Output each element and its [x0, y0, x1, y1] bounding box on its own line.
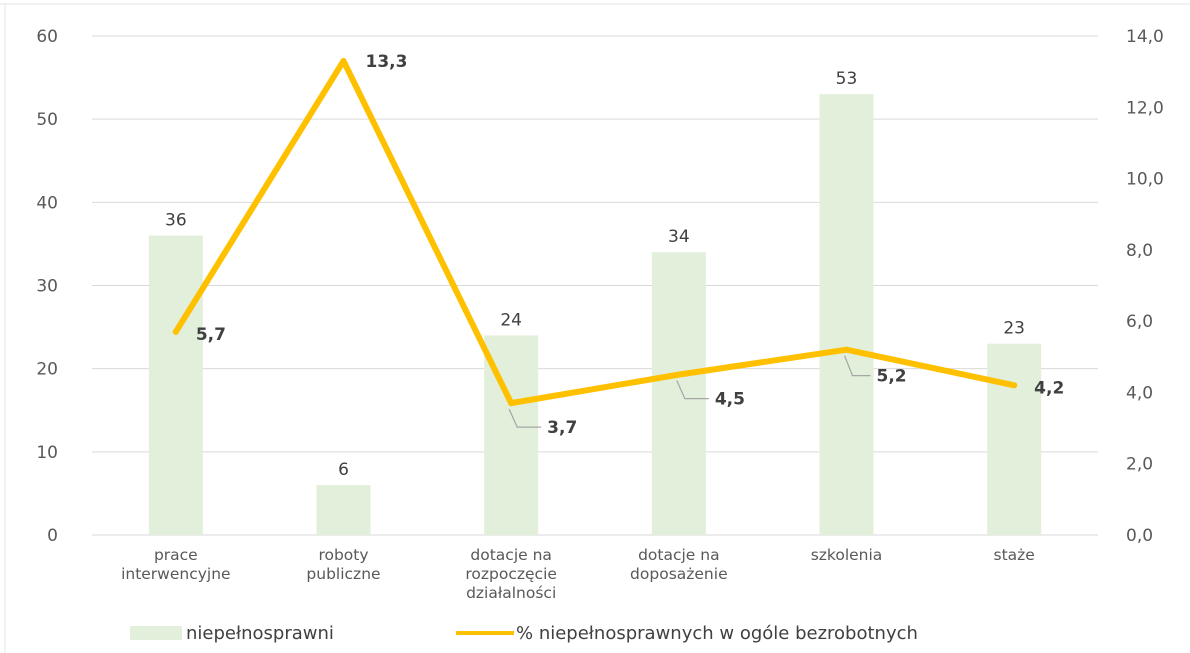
legend-swatch-bars	[130, 626, 182, 640]
category-label-line: dotacje na	[638, 546, 720, 564]
category-label: szkolenia	[811, 546, 883, 564]
left-tick-label: 20	[36, 360, 58, 380]
legend-label-line: % niepełnosprawnych w ogóle bezrobotnych	[516, 623, 918, 644]
right-tick-label: 14,0	[1126, 27, 1164, 47]
line-value-label: 5,2	[877, 367, 907, 387]
legend: niepełnosprawni % niepełnosprawnych w ogó…	[130, 623, 918, 644]
bar	[651, 252, 706, 535]
bar	[987, 343, 1042, 535]
line-data-labels: 5,7 13,3 3,7 4,5 5,2 4,2	[196, 52, 1064, 438]
line-point	[508, 400, 515, 407]
category-label: dotacje na rozpoczęcie działalności	[465, 546, 557, 602]
right-tick-label: 6,0	[1126, 312, 1153, 332]
left-tick-label: 60	[36, 27, 58, 47]
left-tick-label: 30	[36, 277, 58, 297]
line-value-label: 5,7	[196, 325, 226, 345]
line-series	[172, 57, 1018, 407]
category-label-line: publiczne	[306, 565, 380, 583]
bar	[316, 485, 371, 535]
right-tick-label: 12,0	[1126, 98, 1164, 118]
line-point	[340, 57, 347, 64]
category-label-line: roboty	[318, 546, 368, 564]
category-label: dotacje na doposażenie	[630, 546, 728, 583]
category-label-line: szkolenia	[811, 546, 883, 564]
line-value-label: 4,2	[1034, 378, 1064, 398]
line-value-label: 13,3	[366, 52, 408, 72]
left-tick-label: 0	[47, 526, 58, 546]
category-labels: prace interwencyjne roboty publiczne dotacje…	[121, 546, 1035, 602]
category-label-line: prace	[154, 546, 198, 564]
line-point	[843, 346, 850, 353]
legend-label-bars: niepełnosprawni	[186, 623, 334, 644]
right-tick-label: 8,0	[1126, 241, 1153, 261]
left-tick-label: 10	[36, 443, 58, 463]
bar-value-label: 36	[165, 211, 187, 231]
left-tick-label: 40	[36, 193, 58, 213]
line-path	[172, 57, 1018, 407]
bar-value-label: 24	[500, 310, 522, 330]
category-label-line: doposażenie	[630, 565, 728, 583]
gridlines	[0, 3, 1190, 653]
category-label: roboty publiczne	[306, 546, 380, 583]
right-tick-label: 0,0	[1126, 526, 1153, 546]
line-point	[675, 371, 682, 378]
category-label: prace interwencyjne	[121, 546, 231, 583]
line-value-label: 4,5	[715, 390, 745, 410]
bar-data-labels: 36 6 24 34 53 23	[165, 69, 1025, 480]
leader-line	[676, 380, 709, 400]
category-label-line: rozpoczęcie	[465, 565, 557, 583]
category-label-line: staże	[994, 546, 1035, 564]
bar	[819, 94, 874, 535]
bar-value-label: 53	[836, 69, 858, 89]
right-tick-label: 2,0	[1126, 455, 1153, 475]
leader-line	[508, 408, 542, 428]
right-tick-label: 4,0	[1126, 383, 1153, 403]
leader-line	[843, 355, 871, 377]
bar-value-label: 23	[1003, 319, 1025, 339]
category-label-line: interwencyjne	[121, 565, 231, 583]
bar-value-label: 6	[338, 460, 349, 480]
line-point	[172, 328, 179, 335]
line-value-label: 3,7	[547, 418, 577, 438]
category-label-line: dotacje na	[470, 546, 552, 564]
bar	[148, 235, 203, 535]
left-axis-ticks: 0 10 20 30 40 50 60	[36, 27, 58, 546]
right-axis-ticks: 0,0 2,0 4,0 6,0 8,0 10,0 12,0 14,0	[1126, 27, 1164, 546]
left-tick-label: 50	[36, 110, 58, 130]
right-tick-label: 10,0	[1126, 170, 1164, 190]
bar-value-label: 34	[668, 227, 690, 247]
category-label-line: działalności	[466, 584, 556, 602]
category-label: staże	[994, 546, 1035, 564]
line-point	[1011, 382, 1018, 389]
leader-lines	[508, 355, 871, 428]
bars	[148, 94, 1042, 535]
